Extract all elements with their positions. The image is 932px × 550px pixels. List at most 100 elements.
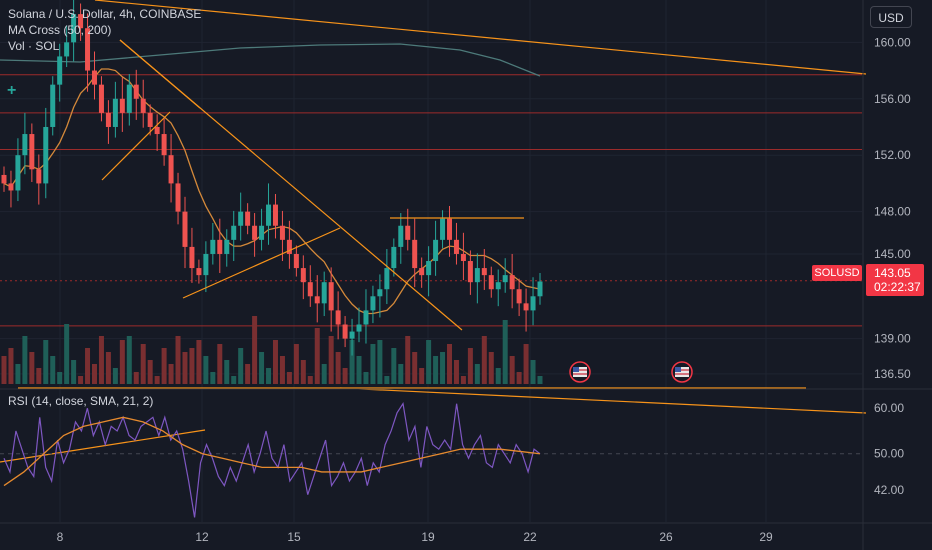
- candle-body-74: [516, 289, 522, 304]
- volume-bar-26: [182, 352, 188, 384]
- volume-bar-73: [509, 356, 515, 384]
- volume-bar-62: [433, 356, 439, 384]
- trendline-3: [119, 39, 463, 331]
- volume-bar-37: [259, 352, 265, 384]
- volume-bar-21: [147, 360, 153, 384]
- volume-bar-29: [203, 356, 209, 384]
- last-price: 143.05: [874, 266, 911, 280]
- volume-bar-49: [342, 368, 348, 384]
- volume-bar-24: [168, 364, 174, 384]
- candle-body-11: [78, 14, 84, 29]
- bar-countdown: 02:22:37: [874, 280, 921, 294]
- event-flags[interactable]: [569, 361, 693, 383]
- time-tick-4: 22: [523, 530, 537, 544]
- volume-bar-66: [460, 376, 466, 384]
- trendline-8: [339, 387, 867, 414]
- candle-body-59: [412, 239, 418, 269]
- ma50-line: [3, 68, 541, 315]
- candle-body-49: [342, 324, 348, 339]
- volume-bar-77: [537, 376, 543, 384]
- volume-bar-11: [78, 376, 84, 384]
- volume-bar-30: [210, 372, 216, 384]
- volume-bar-34: [238, 348, 244, 384]
- rsi-ma-line: [3, 416, 541, 487]
- price-tick-6: 136.50: [874, 367, 911, 381]
- volume-bar-1: [8, 348, 14, 384]
- candle-body-0: [1, 174, 7, 184]
- candle-body-8: [57, 56, 63, 85]
- trendlines[interactable]: [0, 0, 867, 463]
- volume-bar-74: [516, 372, 522, 384]
- rsi-tick-0: 60.00: [874, 401, 904, 415]
- rsi-line: [3, 402, 541, 518]
- volume-bar-36: [252, 316, 258, 384]
- volume-bar-15: [105, 352, 111, 384]
- candle-body-28: [196, 268, 202, 276]
- candle-body-6: [43, 126, 49, 184]
- volume-bar-16: [112, 368, 118, 384]
- volume-bar-35: [245, 364, 251, 384]
- volume-bar-68: [474, 364, 480, 384]
- candle-body-77: [537, 281, 543, 297]
- candle-body-52: [363, 310, 369, 325]
- volume-bar-60: [419, 368, 425, 384]
- price-tick-0: 160.00: [874, 35, 911, 49]
- candle-body-60: [419, 268, 425, 276]
- candle-body-34: [238, 211, 244, 226]
- volume-bar-47: [328, 336, 334, 384]
- volume-label: Vol · SOL: [8, 39, 60, 53]
- candle-body-16: [112, 98, 118, 127]
- last-price-tag: 143.05 02:22:37: [866, 264, 924, 296]
- candle-body-2: [15, 155, 21, 191]
- price-tick-3: 148.00: [874, 205, 911, 219]
- volume-bar-42: [293, 344, 299, 384]
- volume-bar-25: [175, 336, 181, 384]
- ma-cross-label: MA Cross (50, 200): [8, 23, 112, 37]
- candle-body-39: [272, 204, 278, 226]
- candle-body-69: [481, 268, 487, 276]
- rsi-tick-1: 50.00: [874, 447, 904, 461]
- candle-body-40: [279, 225, 285, 240]
- candle-body-64: [447, 218, 453, 240]
- candle-body-45: [314, 296, 320, 304]
- volume-bar-76: [530, 360, 536, 384]
- candle-body-24: [168, 155, 174, 184]
- candle-body-4: [29, 134, 35, 170]
- time-tick-5: 26: [659, 530, 673, 544]
- volume-bar-53: [370, 344, 376, 384]
- us-event-flag-ring-1: [671, 361, 693, 383]
- volume-bar-14: [98, 336, 104, 384]
- volume-bar-6: [43, 340, 49, 384]
- candle-body-37: [259, 225, 265, 240]
- candle-body-27: [189, 246, 195, 269]
- currency-button[interactable]: USD: [870, 6, 912, 28]
- volume-bar-3: [22, 336, 28, 384]
- volume-bar-64: [447, 344, 453, 384]
- candle-body-21: [147, 112, 153, 127]
- candle-body-33: [231, 225, 237, 240]
- volume-bar-4: [29, 352, 35, 384]
- candle-body-18: [126, 84, 132, 113]
- volume-bar-56: [391, 348, 397, 384]
- volume-bar-38: [266, 368, 272, 384]
- time-tick-2: 15: [287, 530, 301, 544]
- us-flag-canton-1: [675, 367, 681, 372]
- volume-bar-33: [231, 376, 237, 384]
- volume-bar-41: [286, 372, 292, 384]
- candle-body-46: [321, 282, 327, 304]
- volume-bar-43: [300, 360, 306, 384]
- trendline-4: [182, 227, 341, 299]
- price-tick-2: 152.00: [874, 148, 911, 162]
- ma200-line: [0, 43, 541, 77]
- volume-bar-10: [71, 360, 77, 384]
- volume-bar-48: [335, 352, 341, 384]
- candle-body-58: [405, 225, 411, 240]
- symbol-tag: SOLUSD: [812, 265, 862, 281]
- volume-bar-65: [453, 360, 459, 384]
- candle-body-15: [105, 112, 111, 127]
- rsi-tick-2: 42.00: [874, 483, 904, 497]
- candle-body-36: [252, 225, 258, 240]
- candle-body-76: [530, 296, 536, 311]
